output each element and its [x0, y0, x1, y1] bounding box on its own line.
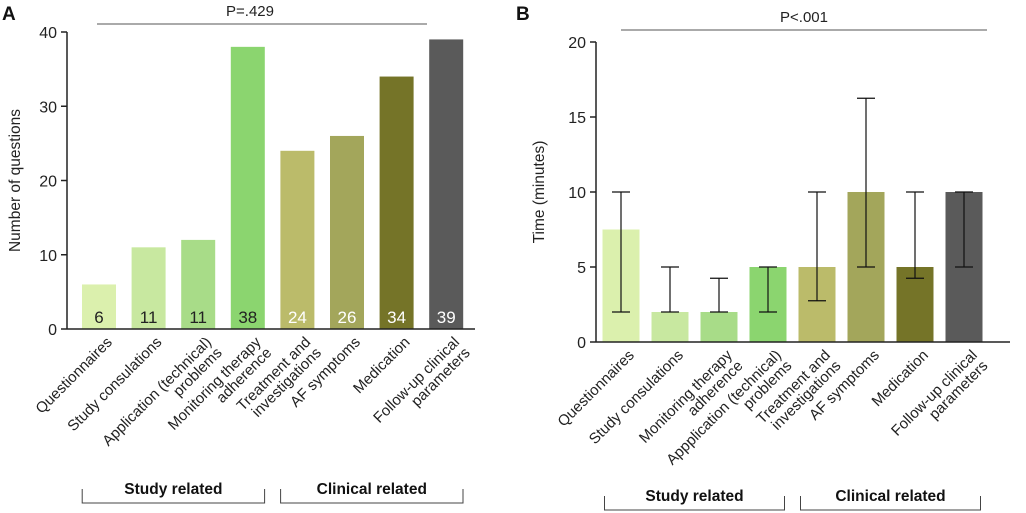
group-label: Study related	[124, 481, 222, 498]
y-tick-label: 30	[39, 99, 57, 116]
y-tick-label: 15	[568, 110, 586, 127]
y-axis-label: Number of questions	[7, 109, 24, 252]
bar-data-label: 34	[387, 308, 406, 327]
y-tick-label: 40	[39, 25, 57, 42]
y-tick-label: 0	[577, 335, 586, 352]
group-bracket	[81, 489, 266, 504]
y-tick-label: 5	[577, 260, 586, 277]
group-label: Clinical related	[317, 481, 427, 498]
bar-data-label: 11	[189, 308, 207, 327]
significance-label: P<.001	[780, 9, 828, 26]
bar-data-label: 11	[140, 308, 158, 327]
bar	[651, 312, 689, 342]
bar	[280, 150, 315, 329]
bar	[230, 46, 265, 329]
bar	[896, 267, 934, 342]
bar-data-label: 24	[288, 308, 307, 327]
y-tick-label: 20	[568, 35, 586, 52]
bar-data-label: 38	[238, 308, 257, 327]
y-tick-label: 10	[568, 185, 586, 202]
group-label: Clinical related	[835, 488, 945, 505]
bar	[429, 39, 464, 330]
group-bracket	[604, 496, 785, 511]
bar-data-label: 39	[437, 308, 456, 327]
x-tick-label: Study consulations	[64, 334, 165, 435]
bar	[181, 239, 216, 329]
bar	[131, 247, 166, 329]
panel-a-chart: A P=.429 0 10 20 30 40 Number of questions 6 11 11…	[2, 3, 475, 504]
bar-data-label: 6	[94, 308, 103, 327]
x-tick-label: Study consulations	[586, 347, 687, 448]
y-axis-label: Time (minutes)	[531, 141, 548, 244]
group-label: Study related	[645, 488, 743, 505]
significance-label: P=.429	[226, 3, 274, 20]
group-bracket	[280, 489, 464, 504]
y-tick-label: 10	[39, 248, 57, 265]
bar	[330, 135, 364, 329]
bar	[82, 284, 116, 329]
y-tick-label: 0	[48, 322, 57, 339]
bar-data-label: 26	[338, 308, 357, 327]
panel-label: B	[516, 4, 530, 25]
bar	[379, 76, 414, 329]
y-tick-label: 20	[39, 174, 57, 191]
group-bracket	[800, 496, 981, 511]
panel-label: A	[2, 4, 16, 25]
bar	[700, 312, 738, 342]
